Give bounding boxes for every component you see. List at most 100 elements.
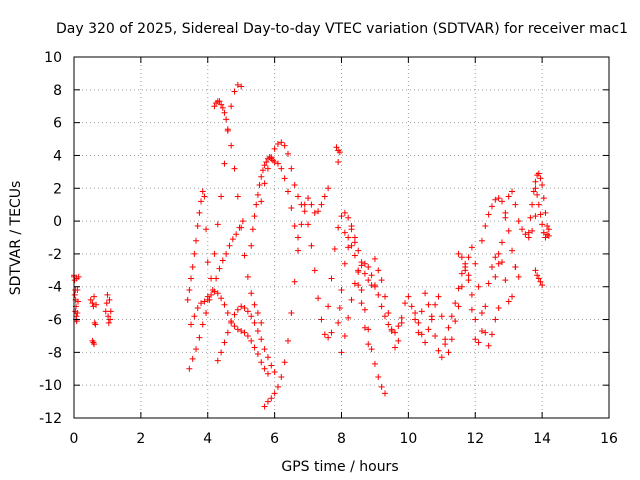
data-point (315, 208, 322, 215)
data-point (412, 316, 419, 323)
data-point (288, 309, 295, 316)
data-point (295, 247, 302, 254)
data-point (238, 224, 245, 231)
data-point (502, 277, 509, 284)
data-point (102, 308, 109, 315)
data-point (544, 231, 551, 238)
data-point (537, 175, 544, 182)
data-point (428, 313, 435, 320)
data-point (261, 180, 268, 187)
data-point (371, 360, 378, 367)
data-point (208, 275, 215, 282)
data-point (512, 201, 519, 208)
data-point (462, 267, 469, 274)
x-axis-label: GPS time / hours (281, 459, 398, 475)
data-point (214, 221, 221, 228)
data-point (268, 395, 275, 402)
data-point (259, 167, 266, 174)
data-point (492, 254, 499, 261)
data-point (375, 267, 382, 274)
data-point (381, 313, 388, 320)
data-point (432, 301, 439, 308)
data-point (274, 160, 281, 167)
data-point (485, 211, 492, 218)
series-early-0.6h (87, 293, 100, 348)
data-point (231, 323, 238, 330)
data-point (325, 334, 332, 341)
data-point (458, 283, 465, 290)
data-point (321, 331, 328, 338)
data-point (104, 291, 111, 298)
data-point (204, 259, 211, 266)
data-point (234, 326, 241, 333)
x-tick-label: 6 (270, 431, 279, 447)
data-point (509, 293, 516, 300)
data-point (234, 306, 241, 313)
data-point (542, 209, 549, 216)
data-point (325, 185, 332, 192)
data-point (468, 244, 475, 251)
data-point (422, 290, 429, 297)
y-tick-label: 4 (53, 148, 62, 164)
data-point (318, 316, 325, 323)
data-point (328, 329, 335, 336)
y-tick-label: -2 (48, 247, 62, 263)
data-point (381, 293, 388, 300)
data-point (281, 142, 288, 149)
data-point (281, 359, 288, 366)
data-point (488, 203, 495, 210)
data-point (509, 247, 516, 254)
data-point (194, 223, 201, 230)
data-point (488, 331, 495, 338)
data-point (545, 226, 552, 233)
series-late-14h (525, 170, 552, 239)
data-point (335, 319, 342, 326)
data-point (522, 231, 529, 238)
data-point (258, 173, 265, 180)
x-tick-label: 8 (337, 431, 346, 447)
data-point (194, 305, 201, 312)
data-point (291, 181, 298, 188)
data-point (229, 236, 236, 243)
data-point (263, 159, 270, 166)
data-point (238, 328, 245, 335)
data-point (213, 275, 220, 282)
data-point (539, 221, 546, 228)
data-point (395, 323, 402, 330)
data-point (535, 201, 542, 208)
data-point (499, 239, 505, 246)
data-point (537, 211, 544, 218)
data-point (107, 308, 114, 315)
data-point (378, 303, 385, 310)
data-point (231, 311, 238, 318)
data-point (405, 293, 412, 300)
data-point (472, 260, 479, 267)
data-point (278, 373, 285, 380)
data-point (495, 305, 502, 312)
data-point (351, 252, 358, 259)
data-point (221, 109, 228, 116)
data-point (274, 383, 281, 390)
data-point (368, 346, 375, 353)
data-point (537, 278, 544, 285)
data-point (415, 329, 422, 336)
data-point (208, 291, 215, 298)
data-point (91, 341, 98, 348)
data-point (188, 321, 195, 328)
data-point (221, 160, 228, 167)
data-point (345, 244, 352, 251)
series-late-12h (478, 195, 522, 280)
data-point (408, 303, 415, 310)
y-tick-label: -6 (48, 313, 62, 329)
data-point (189, 264, 196, 271)
data-point (261, 365, 268, 372)
data-point (238, 83, 245, 90)
data-point (375, 373, 382, 380)
data-point (371, 282, 378, 289)
data-point (216, 98, 223, 105)
data-point (214, 290, 221, 297)
data-point (203, 226, 210, 233)
data-point (529, 201, 536, 208)
data-point (271, 145, 278, 152)
data-point (75, 298, 82, 305)
